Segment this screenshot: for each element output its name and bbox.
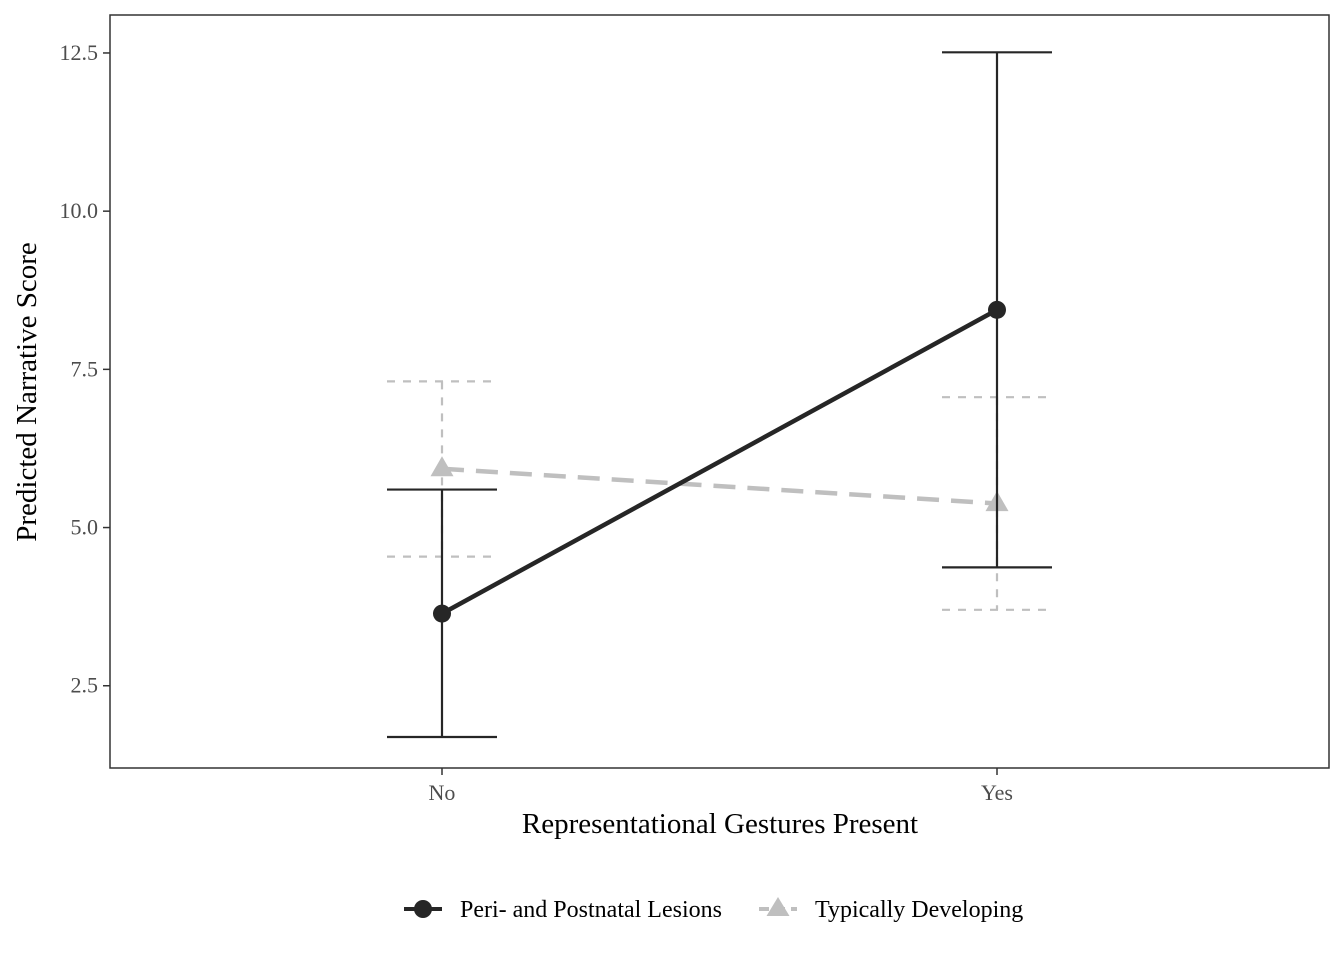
x-axis: No Yes [429,768,1013,805]
x-tick-label-no: No [429,780,456,805]
legend: Peri- and Postnatal Lesions Typically Dev… [404,897,1023,923]
series-peri-and-postnatal-lesions [387,51,1052,739]
x-axis-title: Representational Gestures Present [522,808,918,840]
series-layer [387,51,1052,739]
legend-label: Typically Developing [815,897,1023,923]
y-tick-label: 2.5 [71,673,99,698]
y-axis: 2.5 5.0 7.5 10.0 12.5 [60,40,110,698]
y-tick-label: 5.0 [71,515,99,540]
plot-panel [109,14,1330,769]
data-point [433,604,451,623]
y-tick-label: 10.0 [60,198,99,223]
legend-item-peri-and-postnatal-lesions: Peri- and Postnatal Lesions [404,897,722,923]
series-line [440,307,999,616]
legend-item-typically-developing: Typically Developing [759,897,1023,923]
y-tick-label: 12.5 [60,40,99,65]
data-point [988,300,1006,319]
y-axis-title: Predicted Narrative Score [11,242,43,542]
legend-key-marker [766,897,790,916]
legend-key-marker [414,900,432,918]
x-tick-label-yes: Yes [981,780,1013,805]
series-line [441,466,998,506]
legend-label: Peri- and Postnatal Lesions [460,897,722,923]
data-point [430,456,454,477]
y-tick-label: 7.5 [71,356,99,381]
